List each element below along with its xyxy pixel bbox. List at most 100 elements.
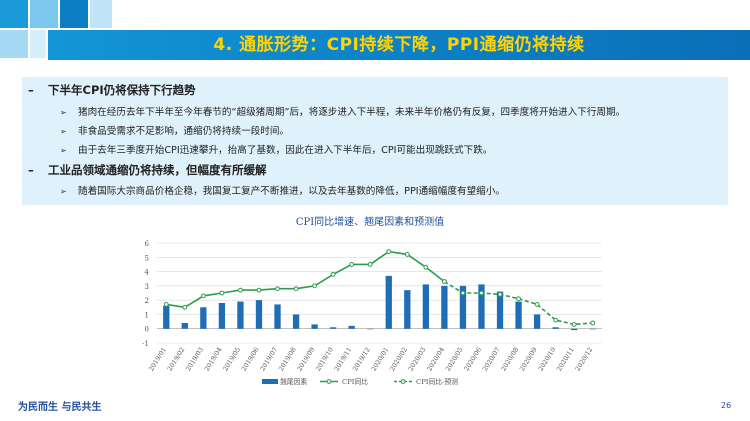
section-heading: – 下半年CPI仍将保持下行趋势 <box>22 82 196 98</box>
page-number: 26 <box>721 401 732 410</box>
bar <box>404 290 411 329</box>
cpi-point <box>404 252 410 257</box>
arrow-bullet-icon: ➢ <box>60 127 67 136</box>
deco-square <box>30 30 46 58</box>
legend-swatch <box>262 379 278 384</box>
bar <box>218 303 226 329</box>
cpi-point <box>256 287 262 293</box>
bullet-text: 非食品受需求不足影响，通缩仍将持续一段时间。 <box>78 126 290 137</box>
y-tick-label: 2 <box>145 297 149 305</box>
legend-item: CPI同比 <box>320 377 368 386</box>
bullet-text: 随着国际大宗商品价格企稳，我国复工复产不断推进，以及去年基数的降低，PPI通缩幅… <box>78 186 505 197</box>
forecast-point <box>590 320 596 326</box>
forecast-point <box>497 292 503 297</box>
section-heading-text: 下半年CPI仍将保持下行趋势 <box>48 83 196 97</box>
deco-square <box>0 30 28 58</box>
bar <box>571 328 578 331</box>
bar <box>533 314 541 329</box>
legend-label: CPI同比 <box>342 377 368 386</box>
bar <box>441 285 448 329</box>
cpi-point <box>423 264 429 270</box>
y-tick-label: 1 <box>145 311 149 319</box>
bar <box>589 328 596 330</box>
section-heading-text: 工业品领域通缩仍将持续，但幅度有所缓解 <box>48 163 267 177</box>
cpi-point <box>238 287 243 293</box>
y-tick-label: -1 <box>142 340 149 348</box>
bar <box>255 300 263 329</box>
cpi-point <box>367 262 373 267</box>
cpi-point <box>312 283 318 289</box>
bar <box>163 305 170 329</box>
arrow-bullet-icon: ➢ <box>60 187 67 196</box>
bar <box>181 323 188 329</box>
bar-series-group <box>163 275 596 331</box>
forecast-point <box>460 290 466 296</box>
cpi-forecast-line <box>443 280 593 326</box>
cpi-point <box>293 286 299 292</box>
bullet-item: ➢ 随着国际大宗商品价格企稳，我国复工复产不断推进，以及去年基数的降低，PPI通缩… <box>22 183 505 197</box>
line-series-group <box>163 249 596 327</box>
bullet-text: 由于去年三季度开始CPI迅速攀升，抬高了基数，因此在进入下半年后，CPI可能出现… <box>78 145 493 156</box>
corner-decoration <box>0 0 112 58</box>
forecast-point <box>534 302 540 307</box>
title-bar: 4. 通胀形势：CPI持续下降，PPI通缩仍将持续 <box>48 30 750 60</box>
cpi-point <box>200 293 206 299</box>
x-tick-label: 2020/12 <box>574 346 595 373</box>
cpi-point <box>163 302 169 307</box>
legend-item: 翘尾因素 <box>262 377 307 386</box>
bar <box>200 307 207 329</box>
section-heading: – 工业品领域通缩仍将持续，但幅度有所缓解 <box>22 162 267 178</box>
cpi-point <box>219 290 225 296</box>
bar <box>348 325 355 329</box>
forecast-point <box>441 279 447 284</box>
forecast-point <box>553 317 559 323</box>
bar <box>385 275 392 329</box>
bar <box>292 314 300 329</box>
deco-square <box>90 0 112 28</box>
bar <box>367 328 374 330</box>
cpi-chart: CPI同比增速、翘尾因素和预测值 -1 0 1 2 3 4 5 6 2019/012019/0… <box>142 215 602 386</box>
bar <box>311 324 318 329</box>
summary-box: – 下半年CPI仍将保持下行趋势 ➢ 猪肉在经历去年下半年至今年春节的“超级猪周期”… <box>22 77 728 205</box>
slide-title: 4. 通胀形势：CPI持续下降，PPI通缩仍将持续 <box>213 35 585 55</box>
deco-square <box>60 0 88 28</box>
legend-marker <box>400 379 406 384</box>
cpi-point <box>182 304 188 310</box>
bar <box>422 284 430 329</box>
arrow-bullet-icon: ➢ <box>60 146 67 155</box>
bar <box>515 301 522 329</box>
legend-label: 翘尾因素 <box>280 377 307 386</box>
chart-legend: 翘尾因素 CPI同比 CPI同比-预测 <box>262 377 458 386</box>
cpi-point <box>330 272 336 277</box>
bullet-item: ➢ 猪肉在经历去年下半年至今年春节的“超级猪周期”后，将逐步进入下半程，未来半年价… <box>22 104 625 118</box>
y-tick-label: 4 <box>145 269 150 277</box>
x-axis-ticks: 2019/012019/022019/032019/042019/052019/… <box>147 346 594 373</box>
bar <box>329 327 337 329</box>
y-tick-label: 5 <box>145 254 149 262</box>
cpi-point <box>349 262 355 267</box>
y-tick-label: 0 <box>145 326 149 334</box>
bar <box>496 291 504 329</box>
bar <box>274 304 281 329</box>
footer-slogan: 为民而生 与民共生 <box>18 402 102 413</box>
y-axis-ticks: -1 0 1 2 3 4 5 6 <box>142 240 149 348</box>
bar <box>552 327 559 329</box>
chart-title: CPI同比增速、翘尾因素和预测值 <box>296 215 444 228</box>
legend-label: CPI同比-预测 <box>416 377 458 386</box>
bullet-text: 猪肉在经历去年下半年至今年春节的“超级猪周期”后，将逐步进入下半程，未来半年价格… <box>78 107 626 118</box>
cpi-point <box>386 249 392 254</box>
bar <box>478 284 485 329</box>
deco-square <box>0 0 28 28</box>
forecast-point <box>479 290 484 296</box>
dash-marker: – <box>28 83 34 97</box>
bar <box>237 301 244 329</box>
forecast-point <box>571 322 577 327</box>
dash-marker: – <box>28 163 34 177</box>
bullet-item: ➢ 由于去年三季度开始CPI迅速攀升，抬高了基数，因此在进入下半年后，CPI可能出… <box>22 142 492 156</box>
forecast-point <box>516 296 521 302</box>
arrow-bullet-icon: ➢ <box>60 108 67 117</box>
deco-square <box>30 0 58 28</box>
legend-marker <box>326 379 332 384</box>
y-tick-label: 3 <box>145 283 149 291</box>
y-tick-label: 6 <box>145 240 150 248</box>
